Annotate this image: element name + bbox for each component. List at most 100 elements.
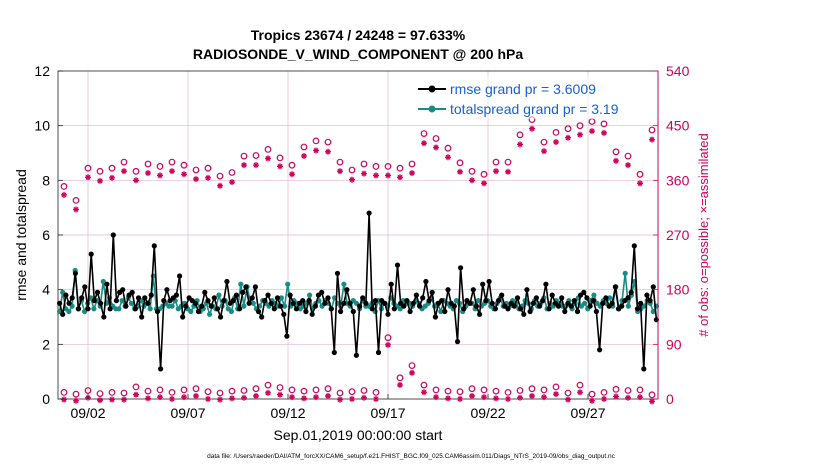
legend-spread-label: totalspread grand pr = 3.19 [450,101,619,117]
obs-possible-marker [504,389,512,396]
x-tick-label: 09/27 [570,405,605,421]
rmse-point [290,300,296,306]
obs-possible-marker [372,389,380,396]
obs-possible-marker [612,148,620,156]
obs-possible-marker [168,389,176,396]
rmse-point [63,292,69,298]
obs-possible-marker [444,144,452,152]
obs-possible-marker [516,131,524,139]
rmse-point [537,303,543,309]
spread-point [582,300,588,306]
rmse-point [549,292,555,298]
rmse-point [208,303,214,309]
obs-possible-marker [336,389,344,397]
rmse-point [259,314,265,320]
rmse-point [644,292,650,298]
rmse-point [98,300,104,306]
rmse-point [540,298,546,304]
obs-possible-marker [588,390,596,398]
rmse-point [410,300,416,306]
rmse-point [514,295,521,301]
obs-possible-marker [324,138,332,146]
obs-assimilated-marker [385,341,391,348]
rmse-point [268,300,274,306]
obs-possible-marker [492,387,500,395]
obs-assimilated-marker [325,392,331,399]
x-tick-label: 09/22 [470,405,505,421]
obs-assimilated-marker [649,398,655,405]
rmse-point [334,270,341,276]
spread-point [147,306,153,312]
rmse-point [489,300,495,306]
rmse-point [417,303,423,309]
rmse-point [262,298,268,304]
obs-assimilated-marker [145,395,151,402]
spread-point [607,295,613,301]
obs-assimilated-marker [637,180,643,187]
rmse-point [85,306,91,312]
obs-possible-marker [132,167,140,175]
obs-possible-marker [564,125,572,133]
rmse-point [423,278,429,285]
rmse-point [432,314,438,320]
obs-possible-marker [372,162,380,170]
obs-assimilated-marker [193,392,199,399]
spread-point [438,308,444,315]
obs-possible-marker [240,387,248,394]
rmse-point [278,303,284,309]
rmse-point [562,308,568,315]
rmse-point [202,289,208,295]
obs-assimilated-marker [313,147,319,154]
obs-assimilated-marker [445,395,451,402]
obs-assimilated-marker [265,155,271,162]
obs-assimilated-marker [613,157,619,164]
rmse-point [530,300,536,306]
y-right-tick-label: 0 [666,391,674,407]
rmse-point [546,306,552,312]
obs-possible-marker [588,118,596,125]
obs-assimilated-marker [553,391,559,398]
x-axis-label: Sep.01,2019 00:00:00 start [274,427,443,443]
obs-possible-marker [420,381,428,389]
obs-possible-marker [516,387,524,394]
obs-possible-marker [360,387,368,394]
rmse-point [360,295,366,301]
obs-possible-marker [636,170,644,178]
axes: 09/02 09/07 09/12 09/17 09/22 09/27 0 0 2 90 4 180 6… [34,63,689,421]
obs-assimilated-marker [289,394,295,401]
rmse-point [306,298,312,304]
rmse-point [439,298,445,304]
rmse-point [199,303,205,309]
obs-assimilated-marker [541,394,547,401]
rmse-point [240,289,246,295]
rmse-point [113,298,119,304]
obs-possible-marker [180,161,188,169]
obs-assimilated-marker [409,369,415,376]
obs-assimilated-marker [625,394,631,401]
obs-assimilated-marker [229,179,235,186]
rmse-point [511,303,517,309]
obs-possible-marker [204,164,212,172]
obs-assimilated-marker [409,170,415,177]
obs-possible-marker [468,167,476,175]
rmse-point [495,298,502,304]
obs-assimilated-marker [349,395,355,402]
obs-assimilated-marker [193,176,199,183]
obs-possible-marker [60,389,68,396]
spread-point [307,292,313,298]
obs-assimilated-marker [109,396,115,403]
rmse-point [255,308,262,315]
obs-possible-marker [252,152,260,159]
rmse-point [584,295,590,301]
rmse-point [69,295,75,301]
x-tick-label: 09/12 [270,405,305,421]
obs-assimilated-marker [445,154,451,161]
rmse-point [284,333,290,339]
rmse-point [353,352,359,358]
obs-possible-marker [600,120,608,128]
obs-possible-marker [384,162,392,170]
obs-assimilated-marker [253,162,259,169]
obs-assimilated-marker [337,396,343,403]
y-right-tick-label: 450 [666,118,690,134]
rmse-point [369,306,375,312]
